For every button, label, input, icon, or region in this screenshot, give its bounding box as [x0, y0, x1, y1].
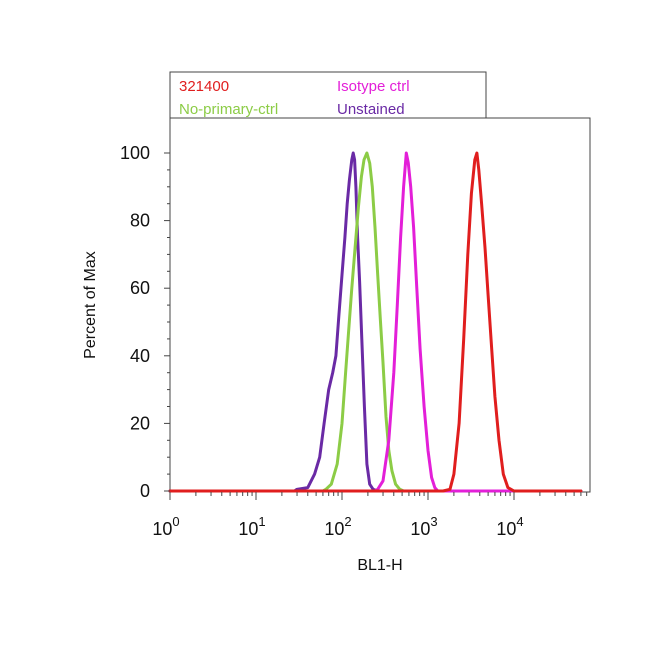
y-tick-label: 80 — [130, 211, 150, 231]
legend-entry-unstained: Unstained — [337, 101, 405, 118]
y-tick-label: 60 — [130, 278, 150, 298]
y-axis-label: Percent of Max — [82, 251, 99, 359]
legend-entry-no-primary-ctrl: No-primary-ctrl — [179, 101, 278, 118]
y-tick-label: 0 — [140, 481, 150, 501]
y-axis: 0 20 40 60 80 100 — [120, 143, 170, 501]
series-no-primary-ctrl — [168, 151, 583, 493]
x-tick-label: 100 — [152, 514, 179, 539]
legend-entry-321400: 321400 — [179, 78, 229, 95]
legend-entry-isotype-ctrl: Isotype ctrl — [337, 78, 410, 95]
y-tick-label: 100 — [120, 143, 150, 163]
x-axis: 100 101 102 103 104 — [152, 492, 588, 539]
x-tick-label: 101 — [238, 514, 265, 539]
x-tick-label: 103 — [410, 514, 437, 539]
legend: 321400 Isotype ctrl No-primary-ctrl Unst… — [169, 71, 487, 119]
series-321400 — [168, 151, 583, 493]
series-unstained — [168, 151, 583, 493]
series-isotype-ctrl — [168, 151, 583, 493]
legend-box — [169, 71, 487, 119]
x-tick-label: 102 — [324, 514, 351, 539]
series-layer — [168, 151, 583, 493]
x-tick-label: 104 — [496, 514, 523, 539]
x-axis-label: BL1-H — [357, 557, 402, 574]
y-tick-label: 20 — [130, 413, 150, 433]
y-tick-label: 40 — [130, 346, 150, 366]
